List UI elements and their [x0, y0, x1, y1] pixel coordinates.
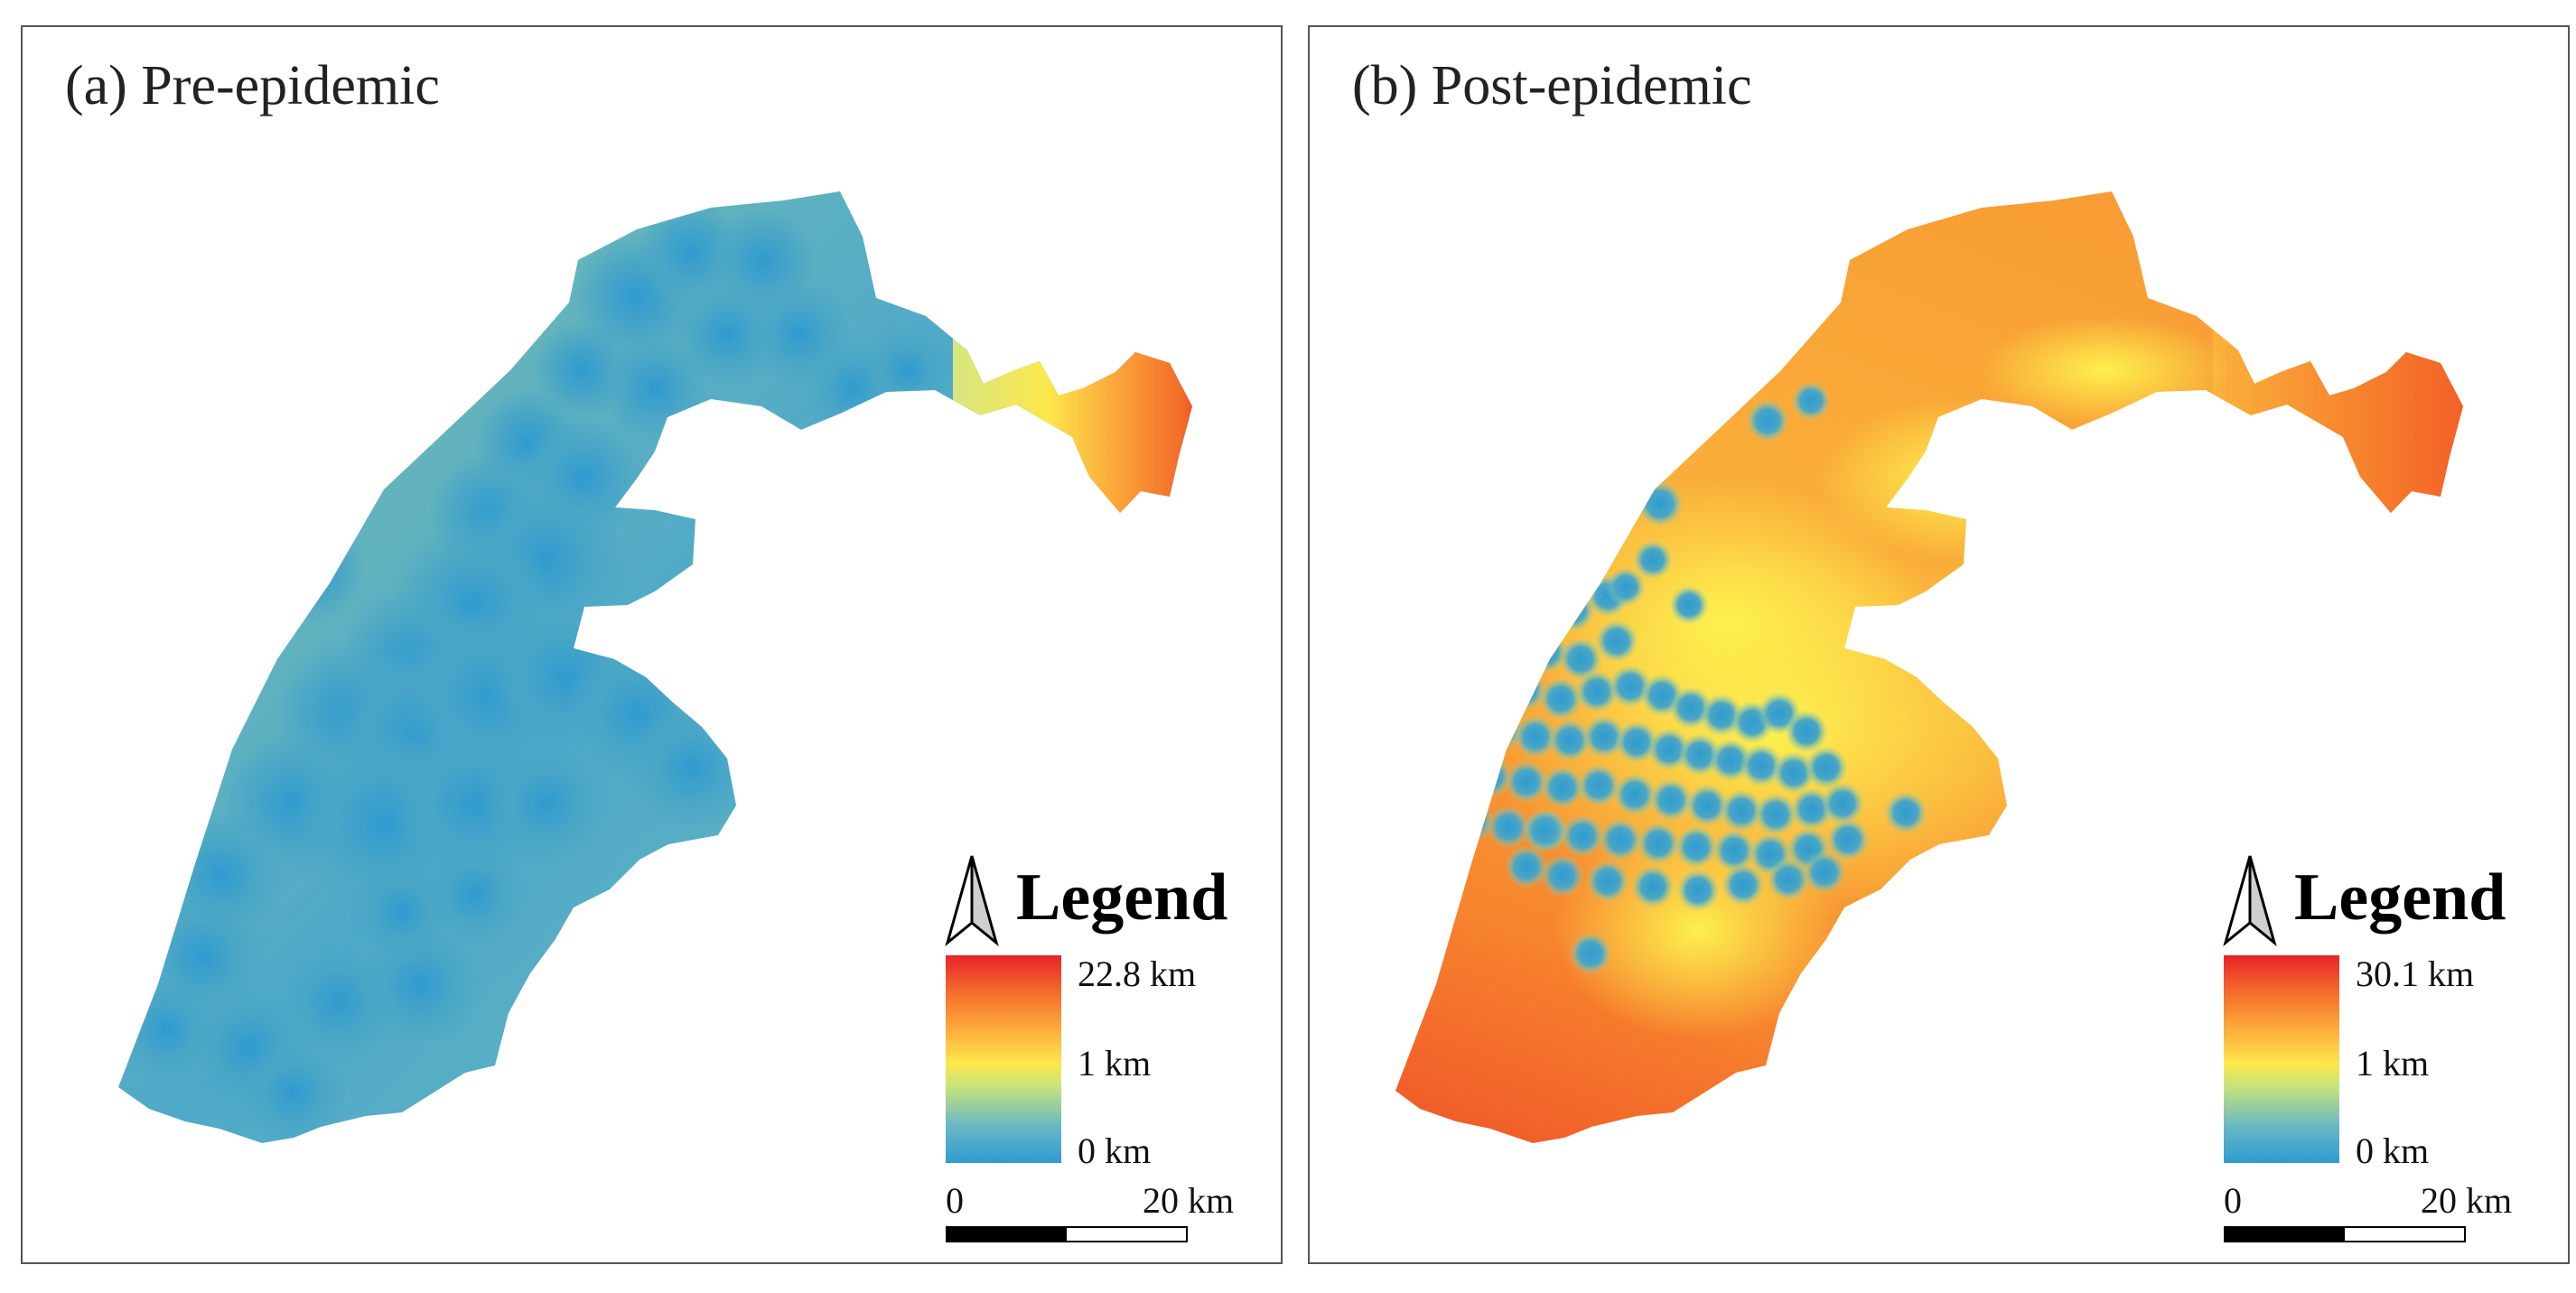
- north-arrow-icon: [945, 855, 999, 946]
- panel-pre-epidemic: (a) Pre-epidemic Legend 22.8 km 1 km 0 k…: [21, 25, 1283, 1264]
- legend-title: Legend: [1016, 860, 1228, 935]
- legend-header: Legend: [2222, 849, 2565, 948]
- legend-min-label: 0 km: [1078, 1130, 1152, 1171]
- scale-bar: [2224, 1226, 2466, 1242]
- legend-color-ramp: [2224, 955, 2339, 1163]
- legend-header: Legend: [944, 849, 1281, 948]
- distance-map-pre-epidemic: [118, 191, 1192, 1143]
- legend-max-label: 30.1 km: [2356, 953, 2475, 994]
- panel-title: (a) Pre-epidemic: [65, 55, 440, 116]
- panel-post-epidemic: (b) Post-epidemic Legend 30.1 km 1 km 0 …: [1308, 25, 2570, 1264]
- scale-end-label: 20 km: [2421, 1180, 2513, 1221]
- scale-end-label: 20 km: [1143, 1180, 1235, 1221]
- scale-start-label: 0: [2224, 1180, 2242, 1221]
- facility-proximity-zones: [118, 199, 953, 1143]
- north-arrow-icon: [2223, 855, 2277, 946]
- legend-mid-label: 1 km: [1078, 1043, 1152, 1084]
- legend-color-ramp: [946, 955, 1061, 1163]
- legend-mid-label: 1 km: [2356, 1043, 2430, 1084]
- panel-title: (b) Post-epidemic: [1352, 55, 1752, 116]
- scale-start-label: 0: [946, 1180, 964, 1221]
- legend-title: Legend: [2294, 860, 2506, 935]
- scale-bar: [946, 1226, 1188, 1242]
- distance-map-post-epidemic: [1395, 191, 2463, 1143]
- legend-max-label: 22.8 km: [1078, 953, 1197, 994]
- legend-min-label: 0 km: [2356, 1130, 2430, 1171]
